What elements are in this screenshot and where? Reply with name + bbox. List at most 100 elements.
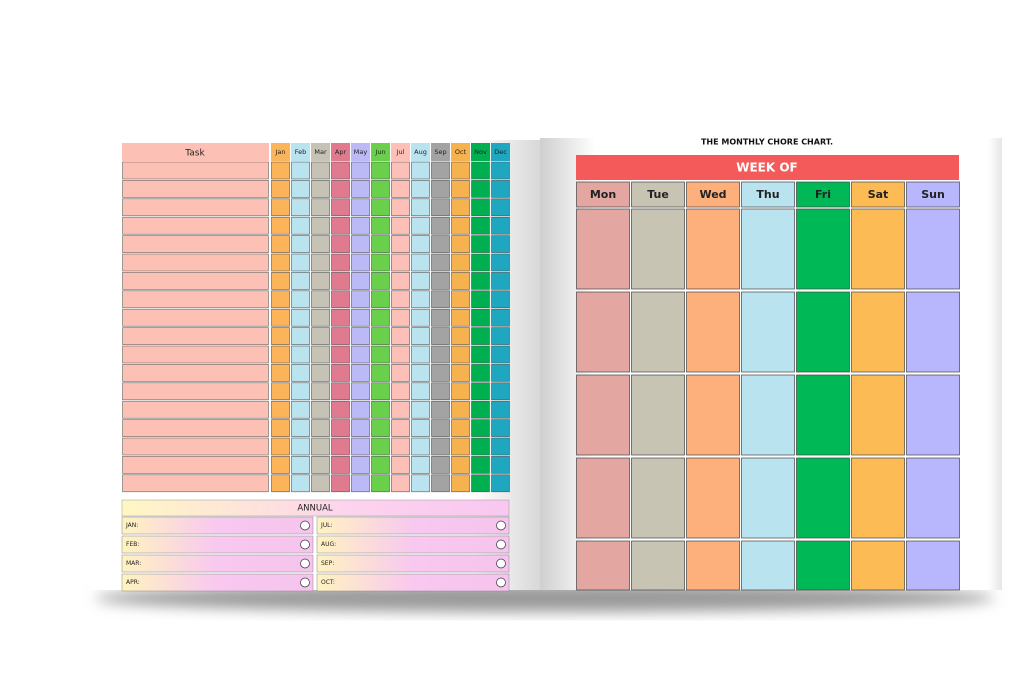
- day-header: [906, 181, 960, 208]
- month-cell: [451, 419, 470, 437]
- month-cell: [471, 290, 490, 309]
- day-header-label: Wed: [699, 188, 726, 201]
- month-cell: [391, 308, 410, 327]
- month-cell: [411, 364, 430, 382]
- month-header: [411, 143, 430, 161]
- month-cell: [391, 345, 410, 364]
- day-cell: [576, 291, 630, 373]
- month-cell: [371, 437, 390, 456]
- month-cell: [451, 161, 470, 180]
- month-header-label: Dec: [494, 148, 507, 156]
- month-cell: [371, 327, 390, 345]
- task-row: [122, 253, 269, 272]
- annual-row: [316, 535, 510, 554]
- day-cell: [741, 208, 795, 290]
- month-cell: [391, 253, 410, 272]
- month-cell: [491, 345, 510, 364]
- month-cell: [491, 327, 510, 345]
- month-cell: [271, 437, 290, 456]
- month-cell: [331, 272, 350, 290]
- annual-label: SEP:: [321, 560, 334, 567]
- month-header-label: Apr: [335, 148, 347, 156]
- month-cell: [271, 456, 290, 474]
- day-cell: [741, 540, 795, 591]
- month-cell: [331, 290, 350, 309]
- month-cell: [471, 235, 490, 253]
- annual-label: JAN:: [125, 522, 138, 529]
- month-cell: [291, 272, 310, 290]
- annual-check: [496, 539, 506, 550]
- month-header: [351, 143, 370, 161]
- month-cell: [371, 272, 390, 290]
- month-cell: [311, 400, 330, 419]
- month-cell: [271, 308, 290, 327]
- month-cell: [411, 456, 430, 474]
- month-header-label: Feb: [295, 148, 307, 156]
- task-row: [122, 216, 269, 235]
- month-cell: [351, 400, 370, 419]
- month-cell: [371, 364, 390, 382]
- month-cell: [331, 474, 350, 493]
- month-cell: [471, 456, 490, 474]
- month-cell: [291, 161, 310, 180]
- month-cell: [451, 308, 470, 327]
- month-cell: [411, 161, 430, 180]
- day-header: [631, 181, 685, 208]
- month-cell: [371, 180, 390, 198]
- day-cell: [576, 374, 630, 456]
- annual-row: [316, 554, 510, 573]
- month-cell: [371, 419, 390, 437]
- month-cell: [431, 400, 450, 419]
- month-cell: [391, 456, 410, 474]
- annual-label: APR:: [126, 579, 140, 586]
- month-header-label: Nov: [474, 148, 487, 156]
- month-header: [431, 143, 450, 161]
- annual-label: FEB:: [126, 541, 139, 548]
- day-cell: [686, 291, 740, 373]
- month-cell: [291, 437, 310, 456]
- month-cell: [411, 382, 430, 401]
- task-row: [122, 272, 269, 290]
- month-cell: [431, 290, 450, 309]
- day-cell: [741, 291, 795, 373]
- day-cell: [631, 540, 685, 591]
- day-header-label: Sun: [921, 188, 945, 201]
- month-cell: [271, 345, 290, 364]
- month-cell: [311, 216, 330, 235]
- day-cell: [631, 374, 685, 456]
- month-cell: [371, 456, 390, 474]
- month-cell: [371, 198, 390, 217]
- month-cell: [351, 216, 370, 235]
- day-header-label: Mon: [590, 188, 616, 201]
- month-cell: [391, 272, 410, 290]
- month-cell: [491, 180, 510, 198]
- annual-row: [121, 516, 314, 535]
- month-cell: [391, 180, 410, 198]
- annual-row: [121, 554, 314, 573]
- month-cell: [391, 235, 410, 253]
- task-row: [122, 456, 269, 474]
- month-cell: [351, 198, 370, 217]
- day-cell: [576, 208, 630, 290]
- task-row: [122, 437, 269, 456]
- month-cell: [291, 382, 310, 401]
- day-cell: [851, 374, 905, 456]
- month-cell: [331, 400, 350, 419]
- month-cell: [491, 437, 510, 456]
- month-cell: [351, 235, 370, 253]
- week-banner-label: WEEK OF: [736, 161, 798, 175]
- month-cell: [311, 161, 330, 180]
- month-cell: [271, 253, 290, 272]
- month-cell: [331, 235, 350, 253]
- annual-check: [300, 577, 310, 588]
- month-cell: [351, 364, 370, 382]
- month-cell: [311, 253, 330, 272]
- month-cell: [491, 161, 510, 180]
- month-cell: [431, 253, 450, 272]
- annual-check: [496, 520, 506, 531]
- annual-check: [496, 558, 506, 569]
- day-cell: [851, 540, 905, 591]
- task-row: [122, 235, 269, 253]
- month-cell: [431, 235, 450, 253]
